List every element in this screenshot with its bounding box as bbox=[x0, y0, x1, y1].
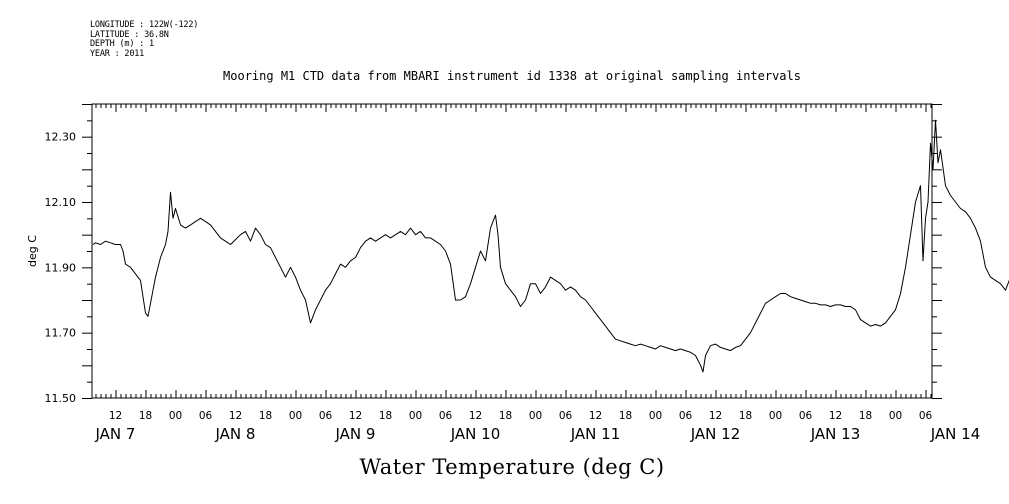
meta-latitude: LATITUDE : 36.8N bbox=[90, 29, 169, 40]
x-tick-label: 06 bbox=[799, 410, 813, 422]
y-tick-label: 11.90 bbox=[45, 261, 77, 274]
series-layer bbox=[92, 119, 1009, 373]
metadata-block: LONGITUDE : 122W(-122) LATITUDE : 36.8N … bbox=[90, 20, 199, 59]
x-tick-label: 18 bbox=[499, 410, 512, 422]
x-day-label: JAN 10 bbox=[450, 425, 501, 443]
series-line bbox=[92, 119, 1009, 373]
x-tick-label: 12 bbox=[829, 410, 842, 422]
x-tick-label: 12 bbox=[109, 410, 122, 422]
x-day-label: JAN 7 bbox=[95, 425, 136, 443]
x-tick-label: 18 bbox=[859, 410, 872, 422]
x-day-label: JAN 9 bbox=[335, 425, 376, 443]
plot-frame bbox=[91, 103, 933, 399]
x-tick-label: 00 bbox=[169, 410, 182, 422]
x-tick-label: 00 bbox=[409, 410, 422, 422]
x-tick-label: 18 bbox=[619, 410, 632, 422]
x-tick-label: 12 bbox=[469, 410, 482, 422]
x-tick-label: 00 bbox=[649, 410, 662, 422]
x-tick-label: 06 bbox=[919, 410, 933, 422]
y-tick-label: 11.70 bbox=[45, 327, 77, 340]
meta-year: YEAR : 2011 bbox=[90, 48, 145, 59]
x-tick-label: 06 bbox=[319, 410, 333, 422]
x-tick-label: 06 bbox=[679, 410, 693, 422]
x-tick-label: 00 bbox=[889, 410, 902, 422]
y-tick-label: 12.10 bbox=[45, 196, 77, 209]
x-tick-label: 00 bbox=[769, 410, 782, 422]
x-day-label: JAN 12 bbox=[690, 425, 741, 443]
x-day-label: JAN 14 bbox=[930, 425, 981, 443]
x-tick-label: 06 bbox=[559, 410, 573, 422]
x-tick-label: 12 bbox=[229, 410, 242, 422]
y-axis-label: deg C bbox=[26, 235, 39, 267]
chart-title: Mooring M1 CTD data from MBARI instrumen… bbox=[223, 69, 801, 83]
x-tick-label: 00 bbox=[289, 410, 302, 422]
x-axis-label: Water Temperature (deg C) bbox=[359, 455, 664, 479]
x-tick-label: 12 bbox=[349, 410, 362, 422]
x-tick-label: 18 bbox=[379, 410, 392, 422]
x-day-label: JAN 13 bbox=[810, 425, 861, 443]
x-tick-label: 18 bbox=[739, 410, 752, 422]
x-tick-label: 06 bbox=[199, 410, 213, 422]
x-day-label: JAN 8 bbox=[215, 425, 256, 443]
meta-longitude: LONGITUDE : 122W(-122) bbox=[90, 20, 199, 30]
meta-depth: DEPTH (m) : 1 bbox=[90, 39, 154, 49]
x-tick-label: 06 bbox=[439, 410, 453, 422]
x-tick-label: 12 bbox=[589, 410, 602, 422]
x-tick-label: 18 bbox=[139, 410, 152, 422]
y-tick-label: 12.30 bbox=[45, 131, 77, 144]
y-tick-label: 11.50 bbox=[45, 392, 77, 405]
x-tick-label: 12 bbox=[709, 410, 722, 422]
x-tick-label: 00 bbox=[529, 410, 542, 422]
x-tick-label: 18 bbox=[259, 410, 272, 422]
x-day-label: JAN 11 bbox=[570, 425, 621, 443]
axes-layer: 12 18 00 06 12 18 00 06 12 18 00 06 12 18 00 06 12 18 00 06… bbox=[45, 103, 981, 443]
